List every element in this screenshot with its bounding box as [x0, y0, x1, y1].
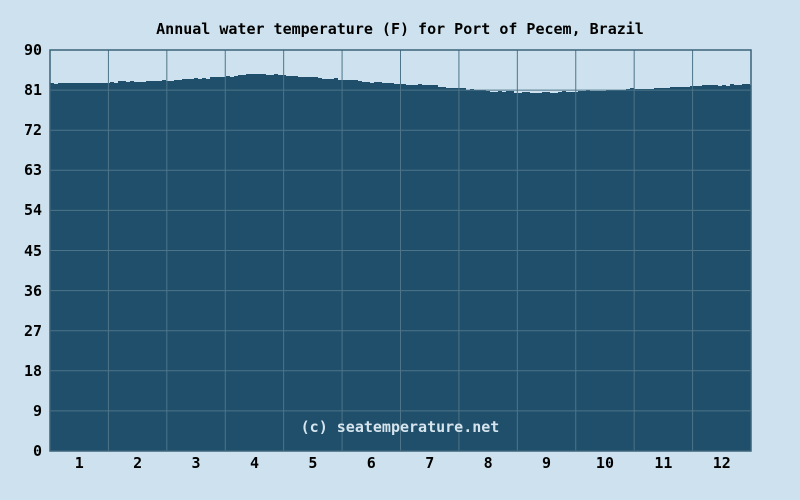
y-tick-label: 9 — [32, 401, 42, 420]
y-tick-label: 90 — [23, 41, 42, 59]
y-tick-label: 72 — [23, 121, 42, 140]
x-tick-label: 4 — [249, 454, 259, 472]
y-tick-label: 27 — [23, 321, 42, 340]
chart-title: Annual water temperature (F) for Port of… — [156, 20, 644, 38]
x-tick-label: 1 — [74, 454, 84, 472]
y-tick-label: 0 — [32, 442, 42, 460]
y-tick-label: 45 — [23, 241, 42, 260]
y-tick-label: 18 — [23, 361, 42, 380]
y-tick-label: 36 — [23, 281, 42, 300]
x-tick-label: 6 — [366, 454, 376, 472]
x-tick-label: 3 — [191, 454, 201, 472]
x-tick-label: 12 — [712, 454, 731, 472]
watermark: (c) seatemperature.net — [300, 418, 500, 436]
x-tick-label: 5 — [308, 454, 318, 472]
x-tick-label: 7 — [425, 454, 435, 472]
x-tick-label: 11 — [654, 454, 673, 472]
y-tick-label: 54 — [23, 201, 42, 220]
x-tick-label: 10 — [595, 454, 614, 472]
y-tick-label: 81 — [23, 81, 42, 100]
x-tick-label: 9 — [542, 454, 552, 472]
plot-border — [49, 49, 752, 452]
y-tick-label: 63 — [23, 161, 42, 180]
x-tick-label: 2 — [133, 454, 143, 472]
x-tick-label: 8 — [483, 454, 493, 472]
